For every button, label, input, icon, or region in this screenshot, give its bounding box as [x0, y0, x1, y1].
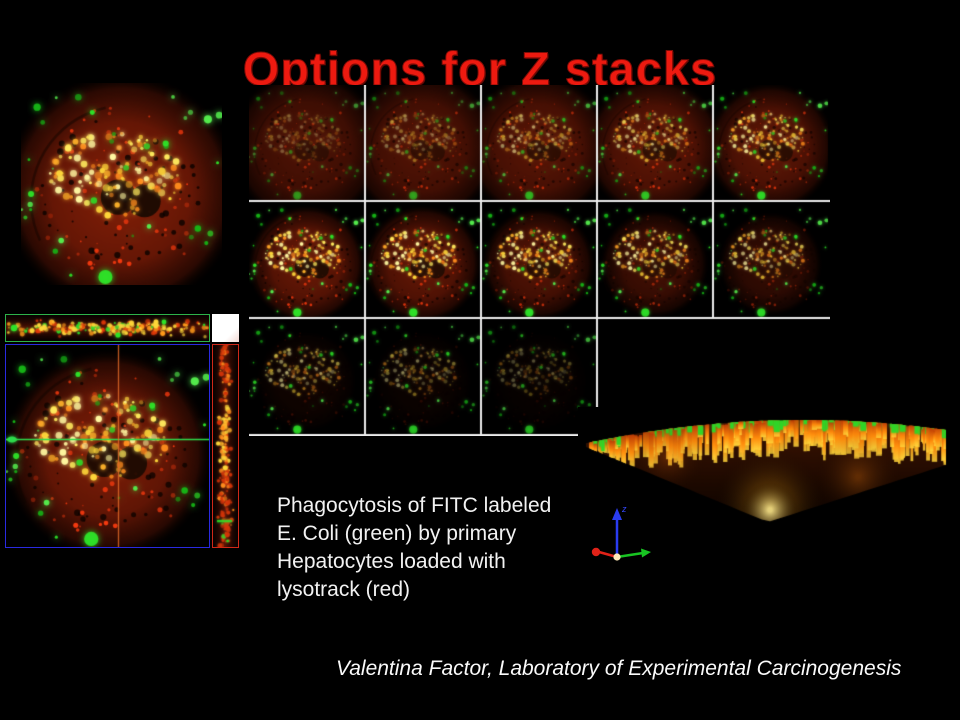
axis-indicator: z [591, 504, 651, 561]
z-axis-arrowhead [612, 508, 622, 520]
xy-main-section-image [5, 344, 210, 548]
ortho-corner-box [212, 314, 239, 342]
y-axis-arrow [616, 551, 644, 559]
z-axis-label: z [621, 504, 627, 514]
yz-side-section-image [212, 344, 239, 548]
axis-origin-dot [613, 553, 621, 561]
z-stack-montage-image [249, 85, 830, 436]
single-plane-image [21, 83, 222, 285]
credit-text: Valentina Factor, Laboratory of Experime… [336, 657, 902, 680]
caption-text: Phagocytosis of FITC labeled E. Coli (gr… [277, 494, 552, 601]
ortho-view-panel [5, 314, 239, 550]
x-axis-endpoint [591, 547, 601, 557]
xz-top-section-image [5, 314, 210, 342]
projection-3d-image [578, 407, 956, 535]
y-axis-arrowhead [641, 548, 651, 558]
